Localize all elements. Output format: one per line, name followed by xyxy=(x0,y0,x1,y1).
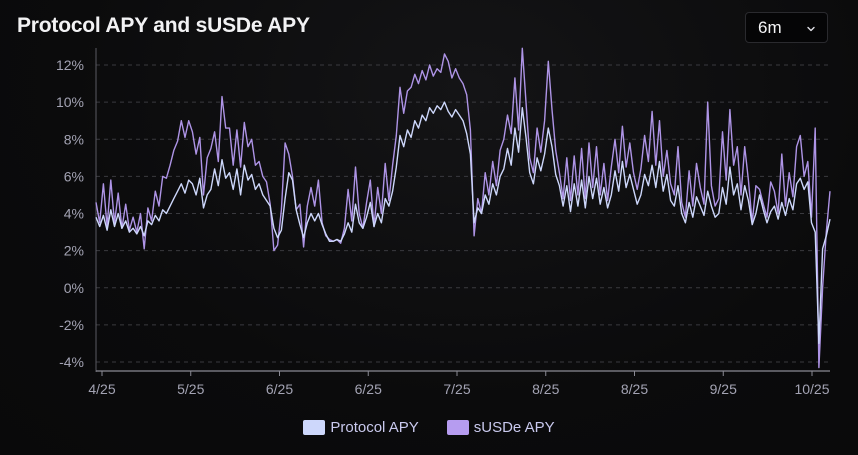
x-tick-label: 8/25 xyxy=(532,381,559,397)
y-tick-label: 6% xyxy=(64,168,84,184)
legend-label-susde-apy: sUSDe APY xyxy=(473,418,555,436)
x-tick-label: 5/25 xyxy=(177,381,204,397)
legend: Protocol APY sUSDe APY xyxy=(0,416,858,438)
legend-label-protocol-apy: Protocol APY xyxy=(330,418,419,436)
y-tick-label: 8% xyxy=(64,131,84,147)
chart-title: Protocol APY and sUSDe APY xyxy=(17,14,310,37)
axes xyxy=(95,48,830,372)
x-axis-ticks: 4/25 5/25 6/25 6/25 7/25 8/25 8/25 9/25 10/25 xyxy=(88,371,830,397)
y-tick-label: 10% xyxy=(56,94,84,110)
y-tick-label: 2% xyxy=(64,243,84,259)
x-tick-label: 9/25 xyxy=(710,381,737,397)
legend-item-protocol-apy[interactable]: Protocol APY xyxy=(303,418,419,436)
x-tick-label: 6/25 xyxy=(266,381,293,397)
y-tick-label: 0% xyxy=(64,280,84,296)
y-tick-label: 12% xyxy=(56,57,84,73)
x-tick-label: 8/25 xyxy=(621,381,648,397)
y-axis-ticks: -4% -2% 0% 2% 4% 6% 8% 10% 12% xyxy=(56,57,84,370)
time-range-value: 6m xyxy=(758,17,782,37)
x-tick-label: 10/25 xyxy=(794,381,829,397)
series-line-protocol-apy xyxy=(95,101,831,345)
y-tick-label: -2% xyxy=(59,317,84,333)
x-tick-label: 6/25 xyxy=(355,381,382,397)
chevron-down-icon xyxy=(805,22,817,34)
legend-item-susde-apy[interactable]: sUSDe APY xyxy=(446,418,555,436)
y-tick-label: -4% xyxy=(59,354,84,370)
legend-swatch-protocol-apy xyxy=(303,419,326,435)
series-line-susde-apy xyxy=(95,47,831,369)
series-lines xyxy=(95,47,831,369)
x-tick-label: 4/25 xyxy=(88,381,115,397)
grid-lines xyxy=(96,64,830,363)
x-tick-label: 7/25 xyxy=(443,381,470,397)
legend-swatch-susde-apy xyxy=(446,419,469,435)
y-tick-label: 4% xyxy=(64,206,84,222)
time-range-select[interactable]: 6m xyxy=(745,12,828,43)
